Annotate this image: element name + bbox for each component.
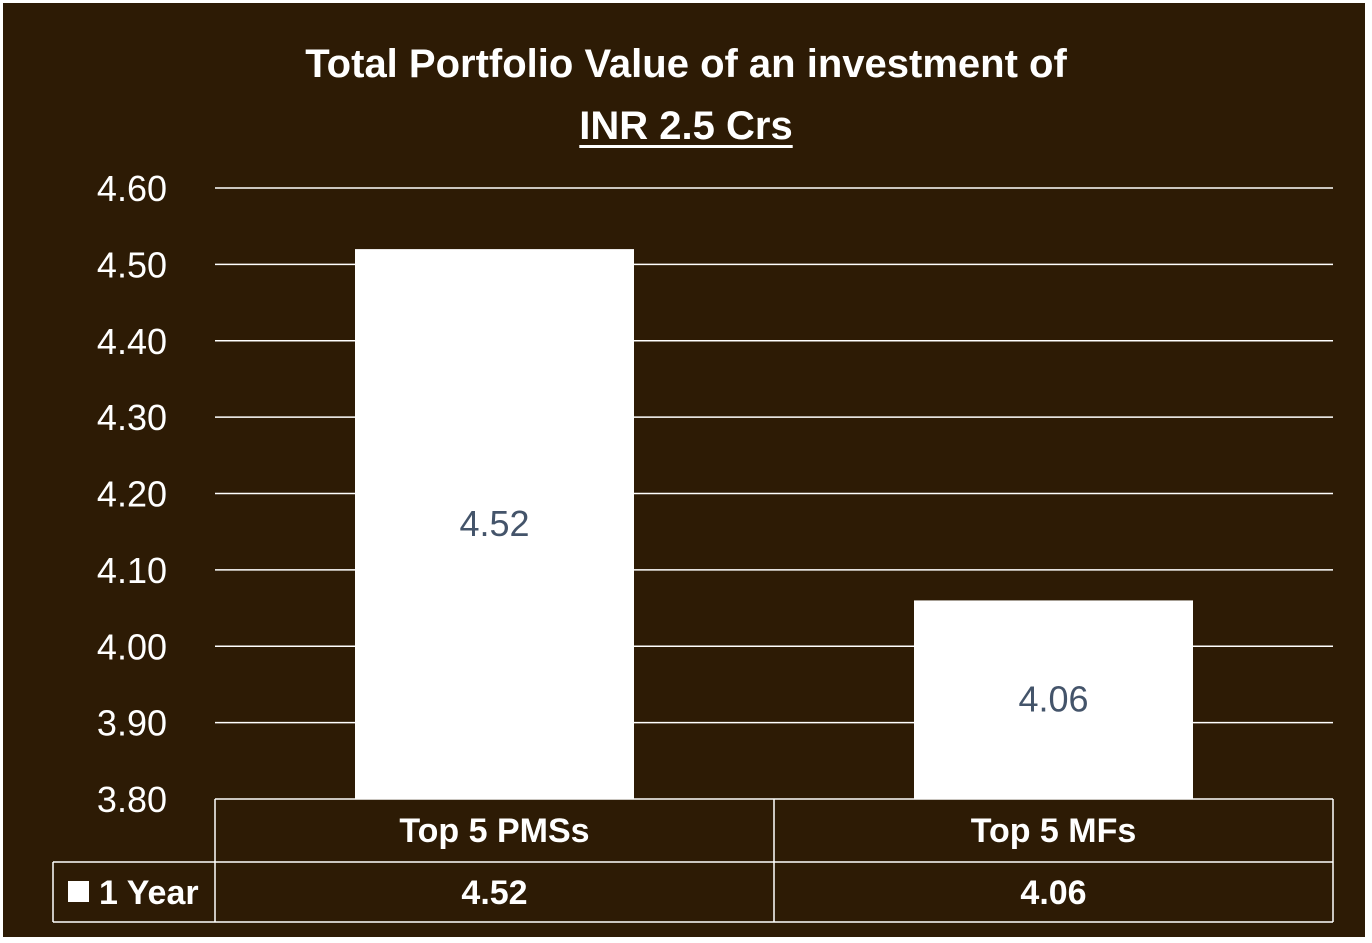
category-label: Top 5 MFs bbox=[971, 812, 1137, 850]
y-tick-label: 3.80 bbox=[97, 779, 167, 820]
bars: 4.52 4.06 bbox=[355, 249, 1193, 800]
y-tick-label: 4.50 bbox=[97, 244, 167, 285]
legend-label: 1 Year bbox=[99, 874, 199, 912]
legend-swatch bbox=[68, 881, 89, 902]
data-table: Top 5 PMSs 4.52 Top 5 MFs 4.06 1 Year bbox=[52, 798, 1334, 923]
y-tick-label: 3.90 bbox=[97, 703, 167, 744]
y-tick-label: 4.00 bbox=[97, 626, 167, 667]
y-tick-label: 4.30 bbox=[97, 397, 167, 438]
y-tick-label: 4.20 bbox=[97, 474, 167, 515]
chart-subtitle: INR 2.5 Crs bbox=[0, 104, 1372, 149]
category-label: Top 5 PMSs bbox=[399, 812, 589, 850]
bar-data-label: 4.06 bbox=[1018, 679, 1088, 720]
table-value: 4.06 bbox=[1020, 874, 1086, 912]
bar bbox=[914, 600, 1193, 799]
bar-data-label: 4.52 bbox=[459, 503, 529, 544]
chart-title: Total Portfolio Value of an investment o… bbox=[305, 42, 1067, 86]
y-tick-label: 4.60 bbox=[97, 168, 167, 209]
y-axis: 4.60 4.50 4.40 4.30 4.20 4.10 4.00 3.90 3.80 bbox=[97, 168, 167, 820]
y-tick-label: 4.10 bbox=[97, 550, 167, 591]
y-tick-label: 4.40 bbox=[97, 321, 167, 362]
table-value: 4.52 bbox=[461, 874, 527, 912]
bar bbox=[355, 249, 634, 800]
chart-subtitle-text: INR 2.5 Crs bbox=[579, 104, 793, 148]
